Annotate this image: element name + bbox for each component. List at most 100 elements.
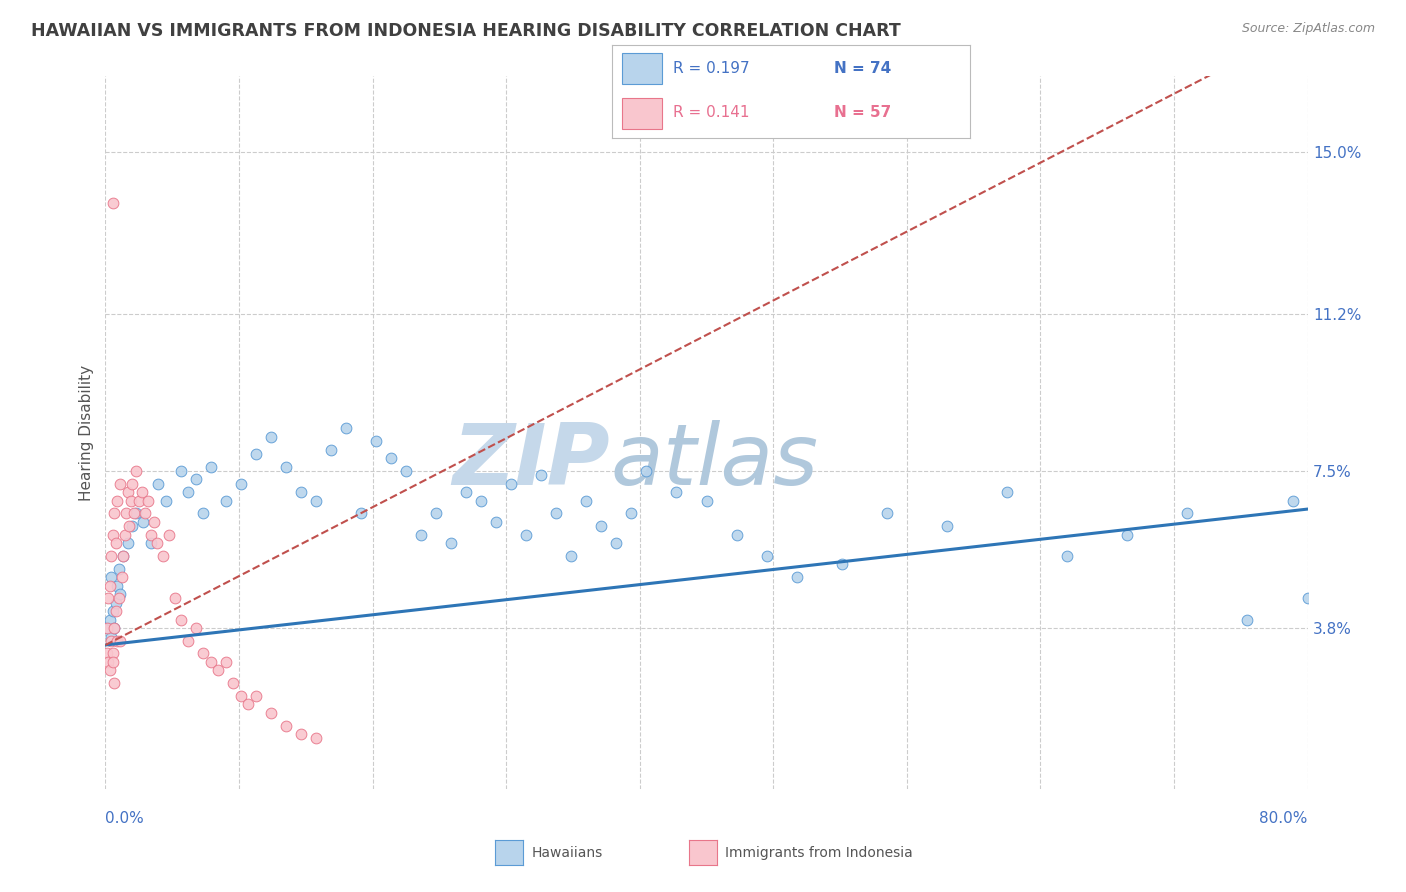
Point	[169, 613, 191, 627]
Point	[104, 604, 127, 618]
Point	[152, 549, 174, 563]
Point	[98, 664, 121, 678]
Point	[245, 689, 267, 703]
Point	[108, 561, 131, 575]
Point	[103, 676, 125, 690]
Point	[876, 506, 898, 520]
Point	[1371, 578, 1393, 592]
Point	[546, 506, 568, 520]
Point	[755, 549, 778, 563]
Point	[530, 468, 553, 483]
Point	[184, 472, 207, 486]
Point	[101, 527, 124, 541]
Text: ZIP: ZIP	[453, 419, 610, 503]
Point	[575, 493, 598, 508]
Point	[128, 493, 150, 508]
Point	[101, 604, 124, 618]
Point	[214, 655, 236, 669]
Point	[169, 464, 191, 478]
FancyBboxPatch shape	[623, 53, 662, 84]
Point	[132, 515, 155, 529]
Point	[104, 536, 127, 550]
Point	[245, 447, 267, 461]
Point	[260, 430, 283, 444]
Point	[1056, 549, 1078, 563]
Point	[665, 485, 688, 500]
Point	[97, 655, 120, 669]
Point	[470, 493, 492, 508]
Point	[118, 519, 141, 533]
Y-axis label: Hearing Disability: Hearing Disability	[79, 365, 94, 500]
Point	[100, 570, 122, 584]
Point	[163, 591, 186, 606]
Point	[142, 515, 165, 529]
Point	[786, 570, 808, 584]
Point	[191, 647, 214, 661]
Point	[110, 476, 132, 491]
Point	[107, 633, 129, 648]
Text: atlas: atlas	[610, 419, 818, 503]
Point	[485, 515, 508, 529]
Point	[350, 506, 373, 520]
Text: N = 74: N = 74	[834, 61, 891, 76]
Point	[319, 442, 342, 457]
Point	[501, 476, 523, 491]
Point	[591, 519, 613, 533]
Point	[1116, 527, 1139, 541]
Point	[136, 493, 159, 508]
Point	[121, 476, 143, 491]
Point	[107, 578, 129, 592]
Point	[229, 476, 252, 491]
Point	[1341, 549, 1364, 563]
Point	[139, 536, 162, 550]
Point	[200, 459, 222, 474]
Point	[995, 485, 1018, 500]
Point	[112, 549, 135, 563]
Point	[131, 485, 153, 500]
Point	[177, 485, 200, 500]
Text: N = 57: N = 57	[834, 105, 891, 120]
Point	[636, 464, 658, 478]
Point	[260, 706, 283, 720]
Point	[96, 647, 118, 661]
Point	[515, 527, 537, 541]
Point	[364, 434, 387, 449]
Point	[1326, 633, 1348, 648]
Point	[696, 493, 718, 508]
Point	[560, 549, 582, 563]
Point	[101, 647, 124, 661]
Point	[100, 630, 122, 644]
Point	[207, 664, 229, 678]
Point	[112, 549, 135, 563]
Point	[111, 570, 134, 584]
Point	[124, 464, 146, 478]
Point	[124, 506, 146, 520]
Point	[1296, 591, 1319, 606]
Point	[238, 698, 260, 712]
Point	[222, 676, 245, 690]
Point	[97, 591, 120, 606]
Point	[100, 549, 122, 563]
Point	[117, 485, 139, 500]
Point	[725, 527, 748, 541]
Text: Hawaiians: Hawaiians	[531, 846, 603, 860]
Point	[122, 506, 145, 520]
Point	[115, 506, 138, 520]
FancyBboxPatch shape	[623, 98, 662, 129]
Point	[100, 633, 122, 648]
Point	[98, 613, 121, 627]
Point	[1402, 647, 1406, 661]
Point	[110, 587, 132, 601]
Point	[104, 595, 127, 609]
Point	[274, 719, 297, 733]
Text: R = 0.197: R = 0.197	[672, 61, 749, 76]
Point	[120, 493, 142, 508]
Point	[454, 485, 477, 500]
Point	[184, 621, 207, 635]
Point	[97, 621, 120, 635]
Point	[177, 633, 200, 648]
Point	[108, 591, 131, 606]
Point	[1386, 621, 1406, 635]
Point	[134, 506, 156, 520]
Point	[831, 558, 853, 572]
